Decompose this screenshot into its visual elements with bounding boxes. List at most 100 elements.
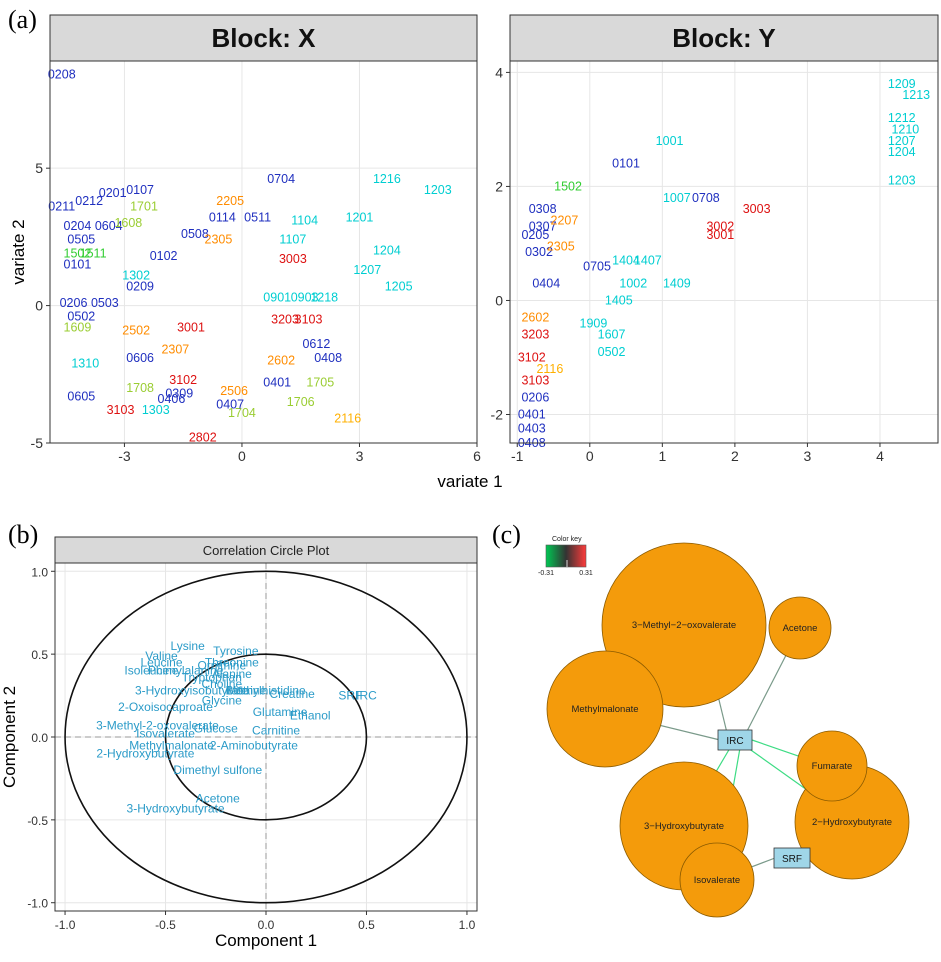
block-x-point-31: 1708 bbox=[126, 381, 154, 395]
block-x-point-57: 1107 bbox=[279, 233, 306, 247]
variable-point-29: SRF bbox=[338, 689, 362, 703]
tick-label-x-2: 3 bbox=[356, 448, 364, 464]
block-y-point-30: 2305 bbox=[547, 239, 575, 253]
block-y-point-26: 0307 bbox=[529, 219, 557, 233]
network-panel: Color key -0.31 0.31 3−Methyl−2−oxovaler… bbox=[538, 536, 910, 918]
block-x-point-7: 0604 bbox=[95, 219, 123, 233]
node-fumarate[interactable]: Fumarate bbox=[796, 730, 868, 802]
block-x-point-18: 1216 bbox=[373, 172, 401, 186]
tick-label-y-1: -0.5 bbox=[27, 814, 48, 828]
block-y-point-34: 3203 bbox=[521, 328, 549, 342]
block-x-point-20: 1201 bbox=[346, 211, 374, 225]
block-x-ylabel: variate 2 bbox=[9, 219, 28, 284]
tick-label-y-1: 0 bbox=[495, 292, 503, 308]
block-x-point-33: 0406 bbox=[158, 392, 186, 406]
block-x-point-1: 0211 bbox=[48, 200, 75, 214]
tick-label-x-3: 6 bbox=[473, 448, 481, 464]
tick-label-x-2: 0.0 bbox=[258, 918, 275, 932]
block-x-title: Block: X bbox=[211, 23, 316, 53]
tick-label-y-0: -2 bbox=[491, 406, 504, 422]
block-x-point-35: 1704 bbox=[228, 406, 256, 420]
variable-point-15: 2-Oxoisocaproate bbox=[118, 700, 213, 714]
panel-label-c: (c) bbox=[492, 520, 521, 549]
block-x-point-51: 2502 bbox=[122, 323, 150, 337]
variable-point-9: Tryptophan bbox=[182, 670, 242, 684]
node-isovalerate[interactable]: Isovalerate bbox=[679, 842, 755, 918]
variable-point-10: Choline bbox=[201, 677, 242, 691]
block-y-point-37: 2116 bbox=[536, 362, 563, 376]
block-y-point-12: 3003 bbox=[743, 202, 771, 216]
node-srf-label: SRF bbox=[782, 854, 802, 865]
block-y-point-7: 1001 bbox=[656, 134, 684, 148]
block-y-point-25: 0308 bbox=[529, 202, 557, 216]
block-y-point-33: 1607 bbox=[598, 328, 626, 342]
correlation-circle-1 bbox=[164, 653, 368, 821]
variable-point-16: Glycine bbox=[202, 694, 242, 708]
block-x-point-15: 0511 bbox=[244, 211, 271, 225]
tick-label-x-2: 1 bbox=[658, 448, 666, 464]
variable-point-27: Acetone bbox=[196, 791, 240, 805]
block-y-point-17: 1002 bbox=[619, 276, 647, 290]
block-x-point-48: 3103 bbox=[295, 312, 323, 326]
panel-label-a: (a) bbox=[8, 5, 37, 34]
block-y-strip bbox=[509, 14, 939, 62]
correlation-strip bbox=[54, 536, 478, 564]
node-methylmalonate-label: Methylmalonate bbox=[571, 704, 638, 715]
variable-point-12: Betaine bbox=[226, 684, 267, 698]
tick-label-x-0: -1.0 bbox=[55, 918, 76, 932]
block-y-point-2: 1212 bbox=[888, 111, 916, 125]
correlation-circles bbox=[55, 563, 477, 911]
block-y-point-22: 0403 bbox=[518, 422, 546, 436]
block-y-point-8: 0101 bbox=[612, 157, 640, 171]
correlation-title: Correlation Circle Plot bbox=[203, 543, 330, 558]
color-key: Color key -0.31 0.31 bbox=[538, 536, 593, 577]
block-x-point-5: 1701 bbox=[130, 200, 158, 214]
node-acetone[interactable]: Acetone bbox=[768, 596, 832, 660]
block-x-point-0: 0208 bbox=[48, 68, 76, 82]
block-y-plot-bg bbox=[510, 61, 938, 443]
variable-point-4: Threonine bbox=[205, 655, 259, 669]
tick-label-x-1: -0.5 bbox=[155, 918, 176, 932]
correlation-circle-0 bbox=[64, 570, 468, 904]
correlation-xlabel: Component 1 bbox=[215, 931, 317, 950]
block-x-point-59: 0309 bbox=[165, 387, 193, 401]
tick-label-x-1: 0 bbox=[586, 448, 594, 464]
block-x-point-21: 1104 bbox=[291, 213, 318, 227]
block-x-point-16: 2205 bbox=[216, 194, 244, 208]
block-x-point-3: 0201 bbox=[99, 186, 127, 200]
block-x-point-2: 0212 bbox=[75, 194, 103, 208]
node-fumarate-label: Fumarate bbox=[812, 761, 853, 772]
tick-label-y-4: 1.0 bbox=[31, 565, 48, 579]
correlation-ticks: -1.0 -0.5 0.0 0.5 1.0 -1.0 -0.5 0.0 0.5 1.0 bbox=[27, 565, 475, 932]
tick-label-y-2: 0.0 bbox=[31, 731, 48, 745]
variable-point-18: Ethanol bbox=[290, 708, 331, 722]
block-x-point-45: 1207 bbox=[353, 263, 381, 277]
node-irc[interactable]: IRC bbox=[717, 729, 753, 751]
block-x-point-49: 3203 bbox=[271, 312, 299, 326]
node-methylmalonate[interactable]: Methylmalonate bbox=[546, 650, 664, 768]
block-x-point-44: 1204 bbox=[373, 244, 401, 258]
block-x-point-58: 0102 bbox=[150, 249, 178, 263]
variable-point-24: 2-Aminobutyrate bbox=[210, 738, 298, 752]
block-y-point-0: 1209 bbox=[888, 77, 916, 91]
block-x-point-19: 1203 bbox=[424, 183, 452, 197]
block-y-grid bbox=[510, 61, 938, 443]
block-x-point-13: 0508 bbox=[181, 227, 209, 241]
node-srf[interactable]: SRF bbox=[773, 847, 811, 869]
node-3m2o-label: 3−Methyl−2−oxovalerate bbox=[632, 620, 736, 631]
block-y-point-32: 1909 bbox=[580, 316, 608, 330]
block-y-panel: Block: Y 1209121312121210120712041203100… bbox=[491, 14, 939, 464]
color-key-min: -0.31 bbox=[538, 570, 554, 577]
block-y-point-15: 1407 bbox=[634, 254, 662, 268]
variable-point-7: Phenylalanine bbox=[148, 664, 224, 678]
block-x-strip bbox=[49, 14, 478, 62]
variable-point-23: Methylmalonate bbox=[129, 738, 214, 752]
tick-label-y-2: 2 bbox=[495, 178, 503, 194]
block-x-point-61: 2506 bbox=[220, 384, 248, 398]
node-irc-label: IRC bbox=[726, 736, 743, 747]
block-x-point-53: 0606 bbox=[126, 351, 154, 365]
block-x-point-32: 1303 bbox=[142, 403, 170, 417]
tick-label-y-3: 0.5 bbox=[31, 648, 48, 662]
